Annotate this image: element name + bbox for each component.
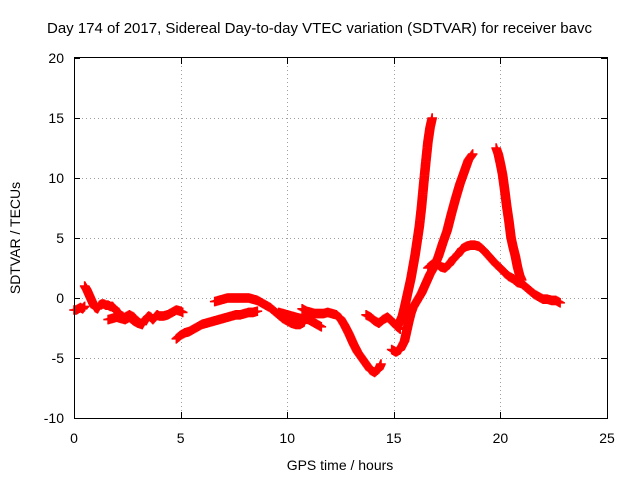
data-point	[516, 275, 527, 285]
data-point	[177, 307, 188, 318]
series-seg-f	[273, 307, 327, 332]
y-tick-label: 0	[56, 290, 64, 306]
x-tick-label: 15	[386, 430, 402, 446]
data-points	[69, 113, 565, 378]
y-axis-title: SDTVAR / TECUs	[7, 182, 23, 294]
series-seg-i	[393, 113, 437, 331]
x-tick-label: 25	[599, 430, 615, 446]
axis-ticks: 0 5 10 15 20 25 -10 -5 0 5 10 15 20	[44, 50, 615, 446]
y-tick-label: -10	[44, 410, 64, 426]
grid	[74, 58, 607, 418]
y-tick-label: 5	[56, 230, 64, 246]
data-point	[316, 322, 327, 332]
series-seg-g	[297, 304, 386, 378]
series-seg-c	[103, 312, 148, 330]
x-tick-label: 20	[493, 430, 509, 446]
data-point	[467, 149, 478, 159]
x-tick-label: 5	[177, 430, 185, 446]
x-tick-label: 0	[70, 430, 78, 446]
y-tick-label: 15	[48, 110, 64, 126]
x-tick-label: 10	[279, 430, 295, 446]
y-tick-label: -5	[52, 350, 65, 366]
data-point	[79, 301, 90, 312]
y-tick-label: 20	[48, 50, 64, 66]
data-point	[555, 298, 565, 308]
data-point	[376, 359, 386, 369]
x-axis-title: GPS time / hours	[287, 457, 394, 473]
series-seg-k	[423, 240, 565, 308]
data-point	[137, 319, 148, 330]
series-seg-d	[171, 306, 263, 344]
data-point	[252, 306, 263, 316]
chart-title: Day 174 of 2017, Sidereal Day-to-day VTE…	[47, 20, 592, 37]
data-point	[427, 113, 437, 123]
series-seg-l	[491, 143, 527, 285]
series-seg-a	[69, 301, 90, 315]
y-tick-label: 10	[48, 170, 64, 186]
